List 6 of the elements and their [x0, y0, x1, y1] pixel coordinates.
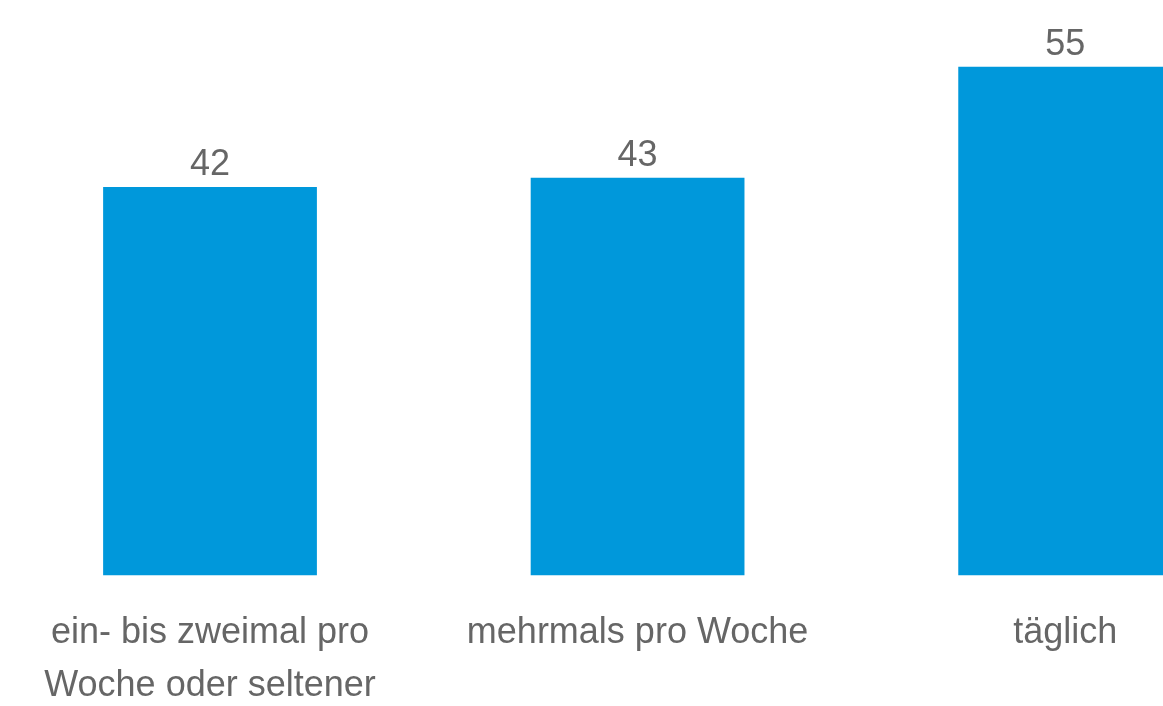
data-label: 42 — [189, 141, 231, 183]
data-label: 43 — [617, 132, 658, 174]
x-tick-label: mehrmals pro Woche — [466, 609, 809, 651]
x-tick-label: ein- bis zweimal pro Woche oder seltener — [44, 609, 376, 704]
data-label: 55 — [1045, 21, 1086, 63]
x-tick-label: täglich — [1013, 609, 1118, 651]
